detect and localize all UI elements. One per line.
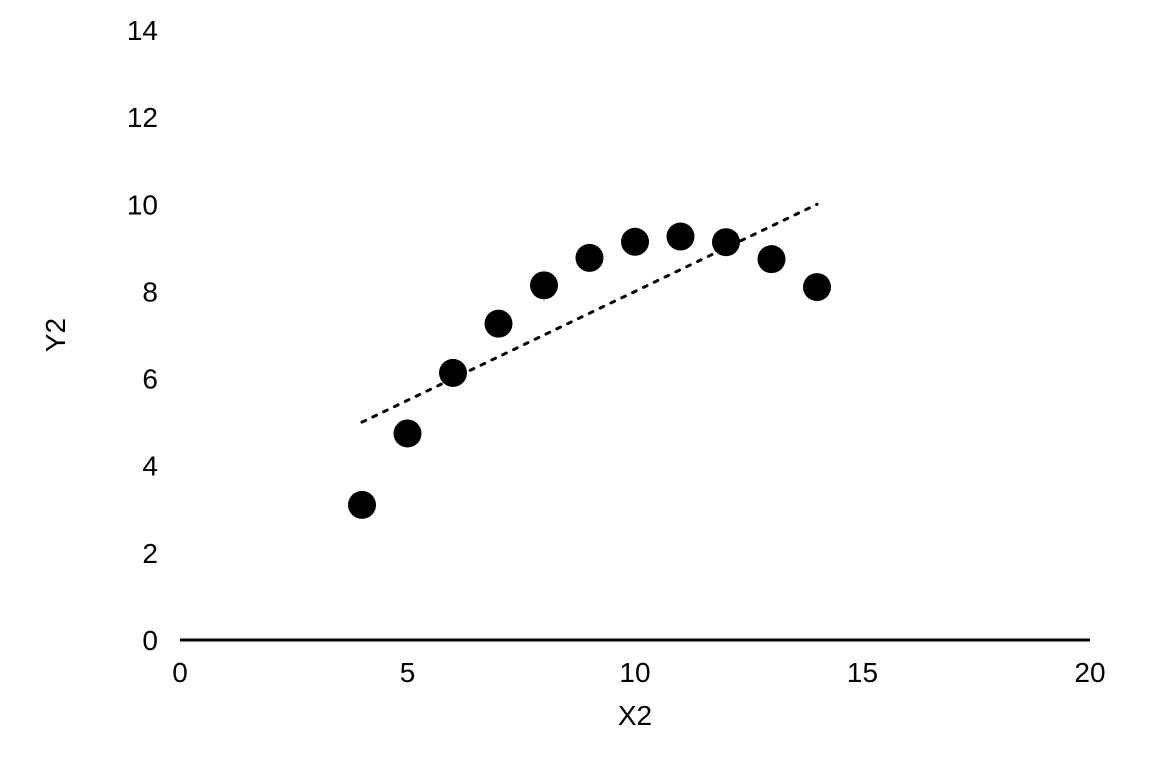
x-axis-label: X2 bbox=[618, 700, 652, 731]
y-tick-label: 14 bbox=[127, 15, 158, 46]
data-point bbox=[712, 228, 740, 256]
data-point bbox=[803, 273, 831, 301]
trend-line bbox=[362, 204, 817, 422]
data-point bbox=[530, 271, 558, 299]
data-point bbox=[394, 419, 422, 447]
y-tick-label: 2 bbox=[142, 538, 158, 569]
chart-svg: 0 5 10 15 20 0 2 4 6 8 10 12 14 X2 Y2 bbox=[0, 0, 1156, 780]
data-point bbox=[439, 359, 467, 387]
data-point bbox=[621, 228, 649, 256]
x-tick-label: 5 bbox=[400, 657, 416, 688]
y-tick-label: 0 bbox=[142, 625, 158, 656]
data-point bbox=[758, 245, 786, 273]
x-tick-label: 0 bbox=[172, 657, 188, 688]
x-tick-label: 10 bbox=[619, 657, 650, 688]
y-tick-label: 8 bbox=[142, 276, 158, 307]
data-point bbox=[485, 310, 513, 338]
y-tick-label: 10 bbox=[127, 189, 158, 220]
x-tick-label: 20 bbox=[1074, 657, 1105, 688]
y-tick-label: 6 bbox=[142, 364, 158, 395]
data-point bbox=[576, 244, 604, 272]
y-tick-label: 12 bbox=[127, 102, 158, 133]
scatter-chart: 0 5 10 15 20 0 2 4 6 8 10 12 14 X2 Y2 bbox=[0, 0, 1156, 780]
y-axis-label: Y2 bbox=[40, 318, 71, 352]
data-point bbox=[348, 491, 376, 519]
y-tick-label: 4 bbox=[142, 451, 158, 482]
x-tick-label: 15 bbox=[847, 657, 878, 688]
data-point bbox=[667, 223, 695, 251]
